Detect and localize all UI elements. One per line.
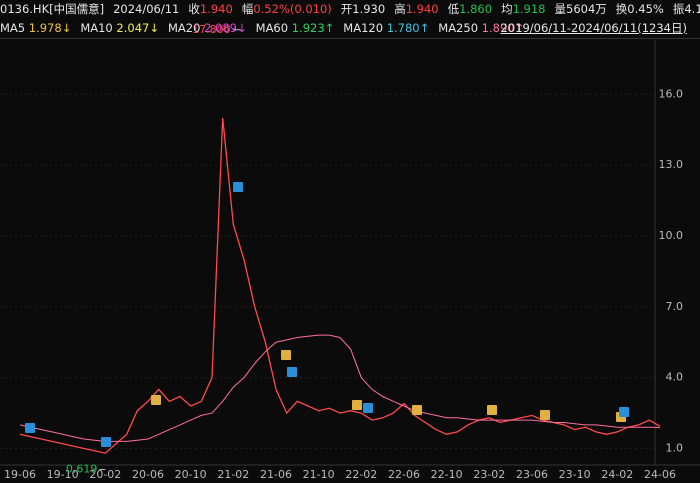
event-icon — [487, 405, 497, 415]
ma-label: MA120 — [343, 21, 384, 35]
ma-bar: MA5 1.978↓ MA10 2.047↓ MA20 2.089↓ MA60 1.9… — [0, 19, 700, 39]
event-icon — [352, 400, 362, 410]
event-icon — [281, 350, 291, 360]
ma-item: MA20 2.089↓ — [168, 21, 247, 35]
x-tick-label: 21-02 — [217, 468, 249, 481]
x-tick-label: 24-02 — [601, 468, 633, 481]
x-tick-label: 20-06 — [132, 468, 164, 481]
ma-item: MA250 1.890↑ — [438, 21, 524, 35]
quote-item: 幅0.52%(0.010) — [242, 2, 332, 16]
event-icon — [412, 405, 422, 415]
ma-label: MA20 — [167, 21, 201, 35]
price-line — [19, 334, 661, 442]
y-tick-label: 16.0 — [659, 87, 684, 100]
ma-label: MA250 — [438, 21, 479, 35]
x-tick-label: 19-10 — [47, 468, 79, 481]
quote-value: 5604万 — [566, 2, 607, 16]
quote-item: 2024/06/11 — [113, 2, 179, 16]
ma-value: 1.978↓ — [28, 21, 72, 35]
annotation-label: 0.619 — [66, 462, 98, 475]
ma-value: 2.089↓ — [204, 21, 247, 35]
x-tick-label: 20-02 — [89, 468, 121, 481]
x-tick-label: 22-06 — [388, 468, 420, 481]
x-tick-label: 24-06 — [644, 468, 676, 481]
ma-item: MA5 1.978↓ — [0, 21, 71, 35]
quote-label: 量 — [554, 2, 567, 16]
quote-value: 4.15% — [684, 2, 700, 16]
quote-label: 换 — [615, 2, 628, 16]
ma-item: MA60 1.923↑ — [256, 21, 335, 35]
quote-value: 1.940 — [199, 2, 233, 16]
quote-label: 高 — [394, 2, 406, 16]
quote-value: 1.930 — [352, 2, 386, 16]
x-tick-label: 20-10 — [175, 468, 207, 481]
ma-value: 2.047↓ — [116, 21, 159, 35]
quote-label: 振 — [672, 2, 685, 16]
event-icon — [287, 367, 297, 377]
quote-text: 2024/06/11 — [113, 2, 180, 16]
event-icon — [151, 395, 161, 405]
quote-item: 收1.940 — [188, 2, 232, 16]
y-tick-label: 13.0 — [659, 158, 684, 171]
ma-label: MA5 — [0, 21, 26, 35]
quote-value: 1.918 — [512, 2, 546, 16]
ma-item: MA120 1.780↑ — [343, 21, 429, 35]
ma-label: MA10 — [80, 21, 113, 35]
date-range[interactable]: 2019/06/11-2024/06/11(1234日) — [500, 21, 687, 35]
x-tick-label: 23-10 — [559, 468, 591, 481]
x-tick-label: 23-06 — [516, 468, 548, 481]
event-icon — [619, 407, 629, 417]
quote-label: 开 — [340, 2, 353, 16]
quote-label: 幅 — [241, 2, 254, 16]
quote-item: 量5604万 — [555, 2, 607, 16]
x-tick-label: 22-02 — [345, 468, 377, 481]
ma-item: MA10 2.047↓ — [80, 21, 159, 35]
y-tick-label: 10.0 — [659, 229, 684, 242]
ma-value: 1.923↑ — [291, 21, 335, 35]
quote-item: 换0.45% — [616, 2, 664, 16]
quote-item: 均1.918 — [501, 2, 545, 16]
event-icon — [363, 403, 373, 413]
quote-item: 低1.860 — [448, 2, 492, 16]
quote-value: 0.45% — [627, 2, 664, 16]
event-icon — [101, 437, 111, 447]
price-line — [19, 117, 661, 454]
y-tick-label: 1.0 — [666, 441, 684, 454]
quote-label: 收 — [188, 2, 200, 16]
ma-value: 1.780↑ — [386, 21, 430, 35]
quote-text: 0136.HK[中国儒意] — [0, 2, 105, 16]
quote-label: 均 — [501, 2, 513, 16]
x-tick-label: 19-06 — [4, 468, 36, 481]
event-icon — [25, 423, 35, 433]
quote-value: 0.52%(0.010) — [253, 2, 332, 16]
quote-item: 高1.940 — [394, 2, 438, 16]
quote-item: 开1.930 — [341, 2, 385, 16]
quote-value: 1.860 — [459, 2, 493, 16]
ma-value: 1.890↑ — [481, 21, 525, 35]
x-tick-label: 21-06 — [260, 468, 292, 481]
y-tick-label: 7.0 — [666, 300, 684, 313]
y-tick-label: 4.0 — [666, 371, 684, 384]
x-tick-label: 21-10 — [303, 468, 335, 481]
quote-item: 振4.15% — [673, 2, 700, 16]
quote-value: 1.940 — [405, 2, 439, 16]
annotation-label: 17.800 — [192, 23, 231, 36]
event-icon — [233, 182, 243, 192]
event-icon — [540, 410, 550, 420]
x-tick-label: 23-02 — [473, 468, 505, 481]
quote-bar: 0136.HK[中国儒意] 2024/06/11 收1.940 幅0.52%(0.01… — [0, 0, 700, 19]
ma-label: MA60 — [255, 21, 289, 35]
x-tick-label: 22-10 — [431, 468, 463, 481]
quote-item: 0136.HK[中国儒意] — [0, 2, 104, 16]
quote-label: 低 — [447, 2, 460, 16]
